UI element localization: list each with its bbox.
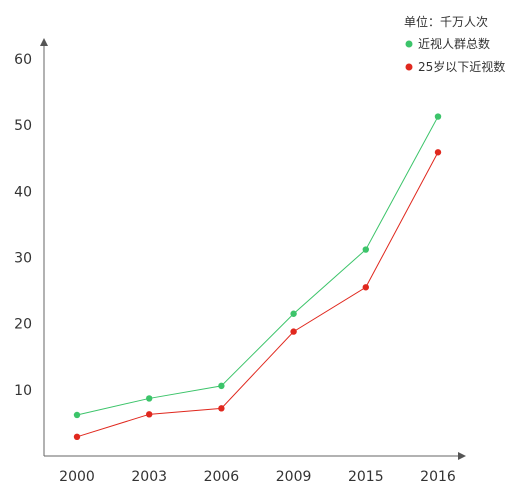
x-tick-labels: 2000 2003 2006 2009 2015 2016: [59, 469, 456, 485]
series-1-point-2016: [434, 113, 442, 120]
legend-marker-2: [405, 63, 413, 71]
legend-label-1: 近视人群总数: [418, 36, 490, 51]
y-tick-label-20: 20: [14, 317, 32, 333]
x-axis-arrow-icon: [458, 452, 466, 460]
series-2-point-2015: [362, 284, 369, 291]
series-1: [73, 113, 442, 419]
unit-note: 单位：千万人次: [404, 14, 488, 29]
x-tick-label-2015: 2015: [348, 469, 384, 485]
y-tick-label-50: 50: [14, 118, 32, 134]
y-axis-arrow-icon: [40, 38, 48, 46]
x-tick-label-2006: 2006: [204, 469, 240, 485]
x-tick-label-2016: 2016: [420, 469, 456, 485]
series-1-line: [76, 116, 439, 416]
series-1-point-2000: [73, 411, 81, 419]
series-2-point-2006: [218, 405, 225, 412]
legend: 单位：千万人次 近视人群总数 25岁以下近视数: [404, 14, 505, 74]
series-1-point-2009: [290, 310, 297, 317]
series-2-point-2016: [434, 149, 442, 156]
x-tick-label-2000: 2000: [59, 469, 95, 485]
series-1-point-2006: [218, 382, 225, 390]
axes: [40, 38, 466, 460]
legend-items: 近视人群总数 25岁以下近视数: [405, 36, 505, 74]
series-2-point-2000: [73, 433, 81, 441]
y-tick-label-30: 30: [14, 251, 32, 267]
series-2-line: [76, 152, 439, 438]
legend-marker-1: [405, 40, 413, 48]
y-tick-label-40: 40: [14, 184, 32, 200]
series-2-point-2003: [146, 411, 153, 418]
legend-label-2: 25岁以下近视数: [418, 59, 505, 74]
series-1-point-2003: [146, 395, 153, 402]
series-1-point-2015: [362, 246, 369, 253]
series-2-point-2009: [290, 328, 297, 335]
x-tick-label-2003: 2003: [131, 469, 167, 485]
x-tick-label-2009: 2009: [276, 469, 312, 485]
series-2: [73, 149, 442, 441]
y-tick-label-10: 10: [14, 383, 32, 399]
y-tick-label-60: 60: [14, 52, 32, 68]
y-tick-labels: 10 20 30 40 50 60: [14, 52, 32, 399]
series-layer: [73, 113, 442, 441]
